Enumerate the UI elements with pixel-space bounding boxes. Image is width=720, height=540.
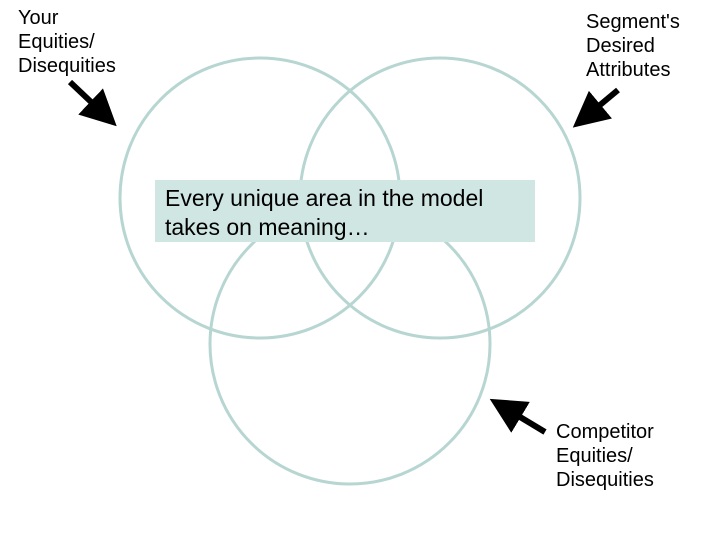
venn-circles bbox=[120, 58, 580, 484]
venn-circle-bottom bbox=[210, 204, 490, 484]
label-competitor-equities: Competitor Equities/ Disequities bbox=[556, 420, 654, 492]
arrow-top-left bbox=[70, 82, 108, 118]
arrows-group bbox=[70, 82, 618, 432]
arrow-bottom-right bbox=[500, 405, 545, 432]
diagram-stage: Your Equities/ Disequities Segment's Des… bbox=[0, 0, 720, 540]
label-segment-desired-attributes: Segment's Desired Attributes bbox=[586, 10, 680, 82]
caption-box: Every unique area in the model takes on … bbox=[155, 180, 535, 242]
label-your-equities: Your Equities/ Disequities bbox=[18, 6, 116, 78]
arrow-top-right bbox=[582, 90, 618, 120]
caption-line-1: Every unique area in the model bbox=[165, 184, 525, 213]
caption-line-2: takes on meaning… bbox=[165, 213, 525, 242]
